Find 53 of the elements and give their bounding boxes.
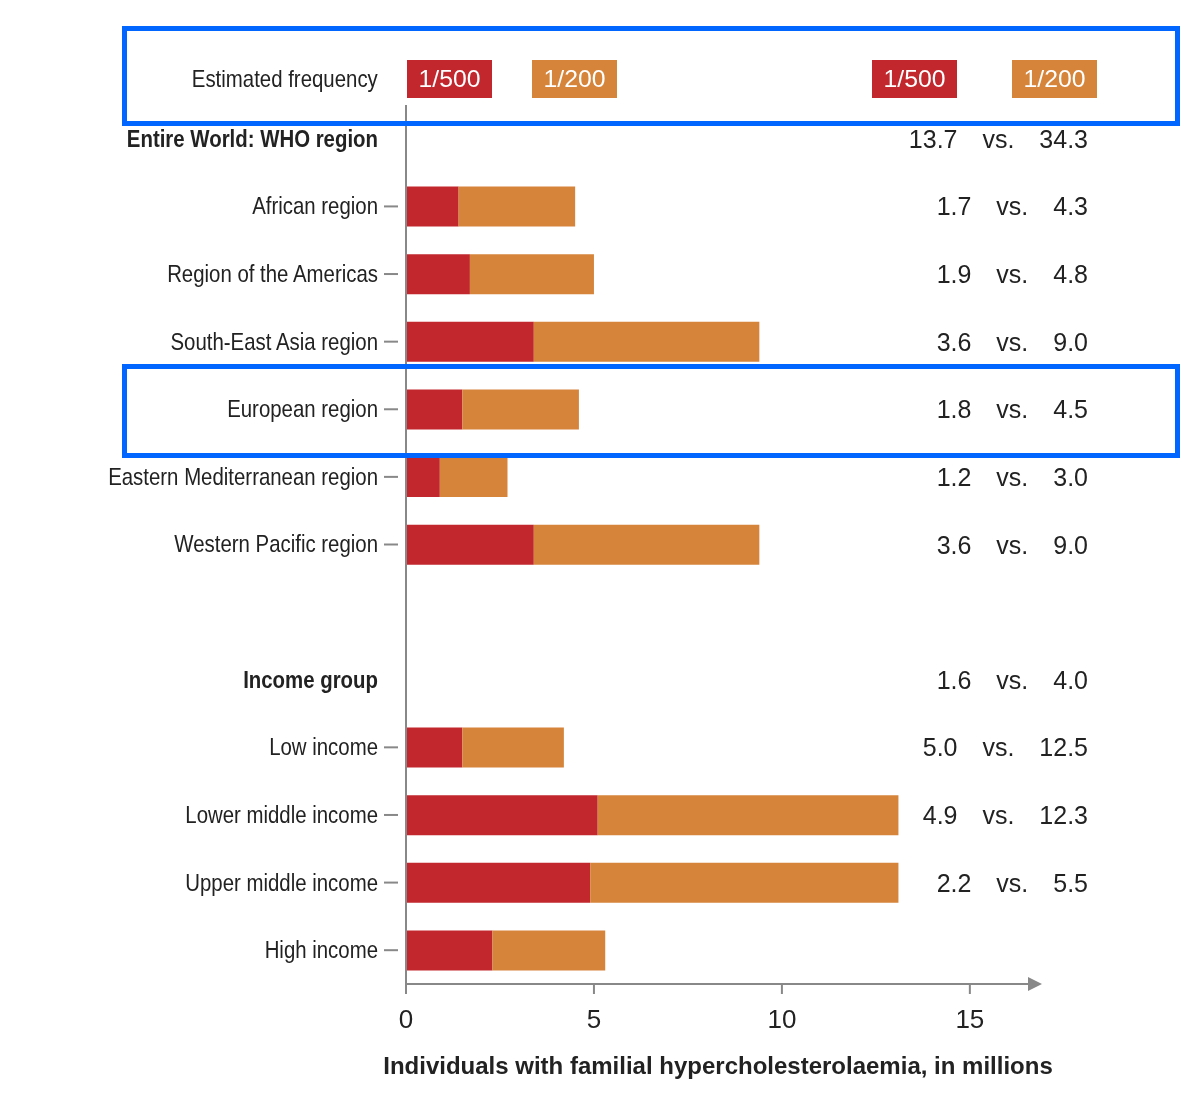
annotation: 1.6 vs. 4.0 [935,664,1088,696]
x-tick-label: 10 [767,1004,797,1035]
bar [492,930,606,971]
y-tick-label: Upper middle income [185,869,378,896]
legend-label: 1/200 [543,65,606,92]
bar [406,930,493,971]
bar [458,186,576,227]
x-tick-label: 5 [586,1004,602,1035]
legend-label: 1/500 [418,65,481,92]
bar [439,457,508,498]
y-tick-label: South-East Asia region [170,328,378,356]
bar [533,321,760,362]
annotation: 1.7 vs. 4.3 [935,191,1088,223]
x-tick-label: 15 [955,1004,985,1035]
annotation: 3.6 vs. 9.0 [935,326,1088,358]
y-tick-label: Eastern Mediterranean region [108,463,378,491]
bar [406,862,591,903]
annotation: 13.7 vs. 34.3 [907,123,1088,155]
x-axis-title: Individuals with familial hypercholesterolaemia, in millions [383,1052,1053,1079]
text: 1/500 [883,65,944,92]
annotation: 5.0 vs. 12.5 [921,732,1088,764]
y-tick-label: Region of the Americas [167,260,378,288]
y-tick-label: African region [252,192,378,220]
y-tick-label: European region [227,395,378,423]
annotation: 2.2 vs. 5.5 [935,867,1088,899]
annotation: 1.2 vs. 3.0 [935,461,1088,493]
bar [462,389,579,430]
bar [590,862,899,903]
bar [469,254,594,295]
bar [406,457,440,498]
bar [597,795,899,836]
text: 1/200 [1023,65,1084,92]
bar [533,524,760,565]
bar [406,795,598,836]
bar [406,186,459,227]
annotation: 1.9 vs. 4.8 [935,259,1088,291]
x-tick-label: 0 [398,1004,414,1035]
y-tick-label: Entire World: WHO region [126,125,378,153]
bar [406,254,470,295]
legend-title: Estimated frequency [192,64,378,94]
annotation: 4.9 vs. 12.3 [921,799,1088,831]
bar [406,524,534,565]
bar [462,727,564,768]
bar [406,389,463,430]
bar [406,321,534,362]
annotation: 3.6 vs. 9.0 [935,529,1088,561]
annotation: 1.8 vs. 4.5 [935,394,1088,426]
bar [406,727,463,768]
y-tick-label: Low income [269,733,378,761]
y-tick-label: Lower middle income [185,801,378,829]
y-tick-label: Western Pacific region [174,530,378,558]
y-tick-label: Income group [243,666,378,694]
y-tick-label: High income [264,936,378,964]
